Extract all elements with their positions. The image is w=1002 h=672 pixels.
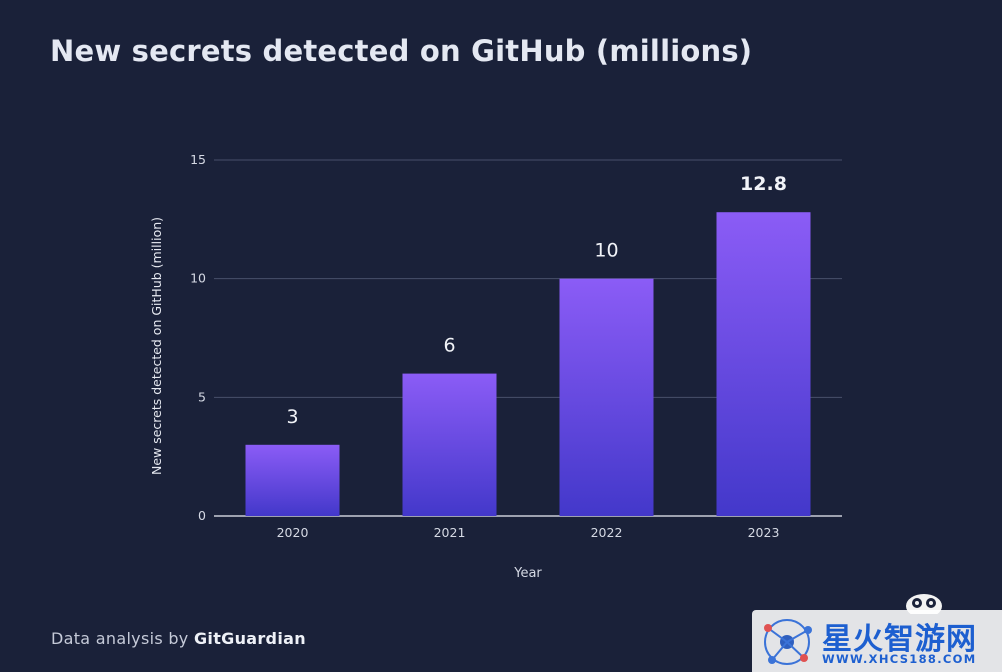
x-tick-label: 2022 [591,525,623,540]
x-tick-label: 2020 [277,525,309,540]
bar-2023 [716,212,811,517]
watermark-title: 星火智游网 [822,622,977,657]
y-tick-label: 5 [198,389,206,404]
x-axis-label: Year [513,566,542,581]
y-tick-label: 10 [190,271,206,286]
x-tick-label: 2023 [748,525,780,540]
data-label: 3 [286,406,298,428]
x-tick-label: 2021 [434,525,466,540]
footer-brand: GitGuardian [193,629,306,648]
data-label: 10 [594,240,618,262]
y-tick-label: 15 [190,152,206,167]
mascot-icon [906,594,942,614]
y-tick-label: 0 [198,508,206,523]
footer-prefix: Data analysis by [51,629,189,648]
network-logo-icon [764,619,812,665]
watermark-url: WWW.XHCS188.COM [822,652,977,666]
page-title: New secrets detected on GitHub (millions… [50,34,753,68]
data-label: 12.8 [740,173,787,195]
footer-credit: Data analysis by GitGuardian [51,629,306,648]
bar-2021 [402,373,497,516]
bar-2020 [245,444,340,516]
y-axis-label: New secrets detected on GitHub (million) [149,217,164,475]
data-label: 6 [443,335,455,357]
bar-2022 [559,278,654,516]
watermark-banner: 星火智游网 WWW.XHCS188.COM [752,610,1002,672]
